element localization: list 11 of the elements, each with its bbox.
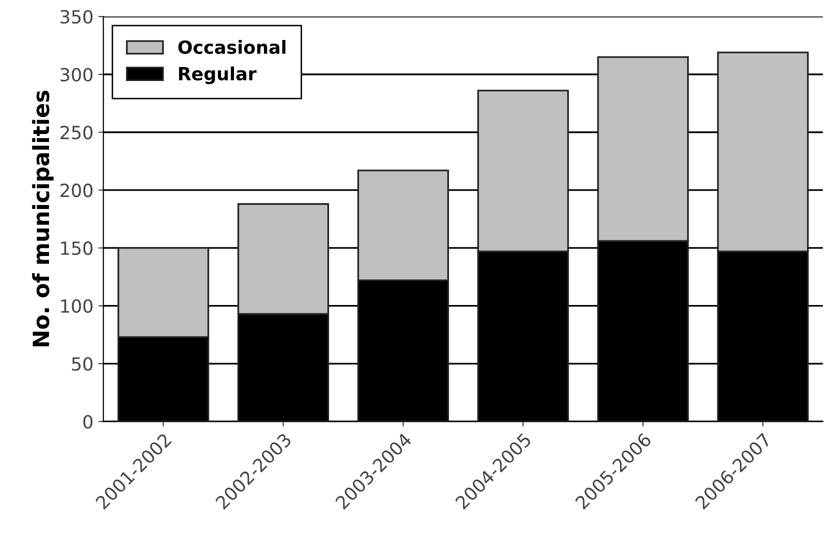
y-tick-label: 100	[61, 299, 92, 313]
y-tick-label: 200	[60, 184, 92, 198]
legend-label: Occasional	[178, 40, 286, 54]
y-tick-label: 350	[60, 10, 92, 24]
y-tick-label: 250	[60, 126, 92, 140]
y-axis-title: No. of municipalities	[32, 90, 54, 346]
y-tick-label: 0	[83, 414, 92, 429]
y-tick-label: 150	[61, 241, 92, 256]
y-tick-label: 300	[60, 68, 92, 82]
legend-label: Regular	[179, 66, 257, 84]
y-tick-label: 50	[72, 357, 92, 371]
